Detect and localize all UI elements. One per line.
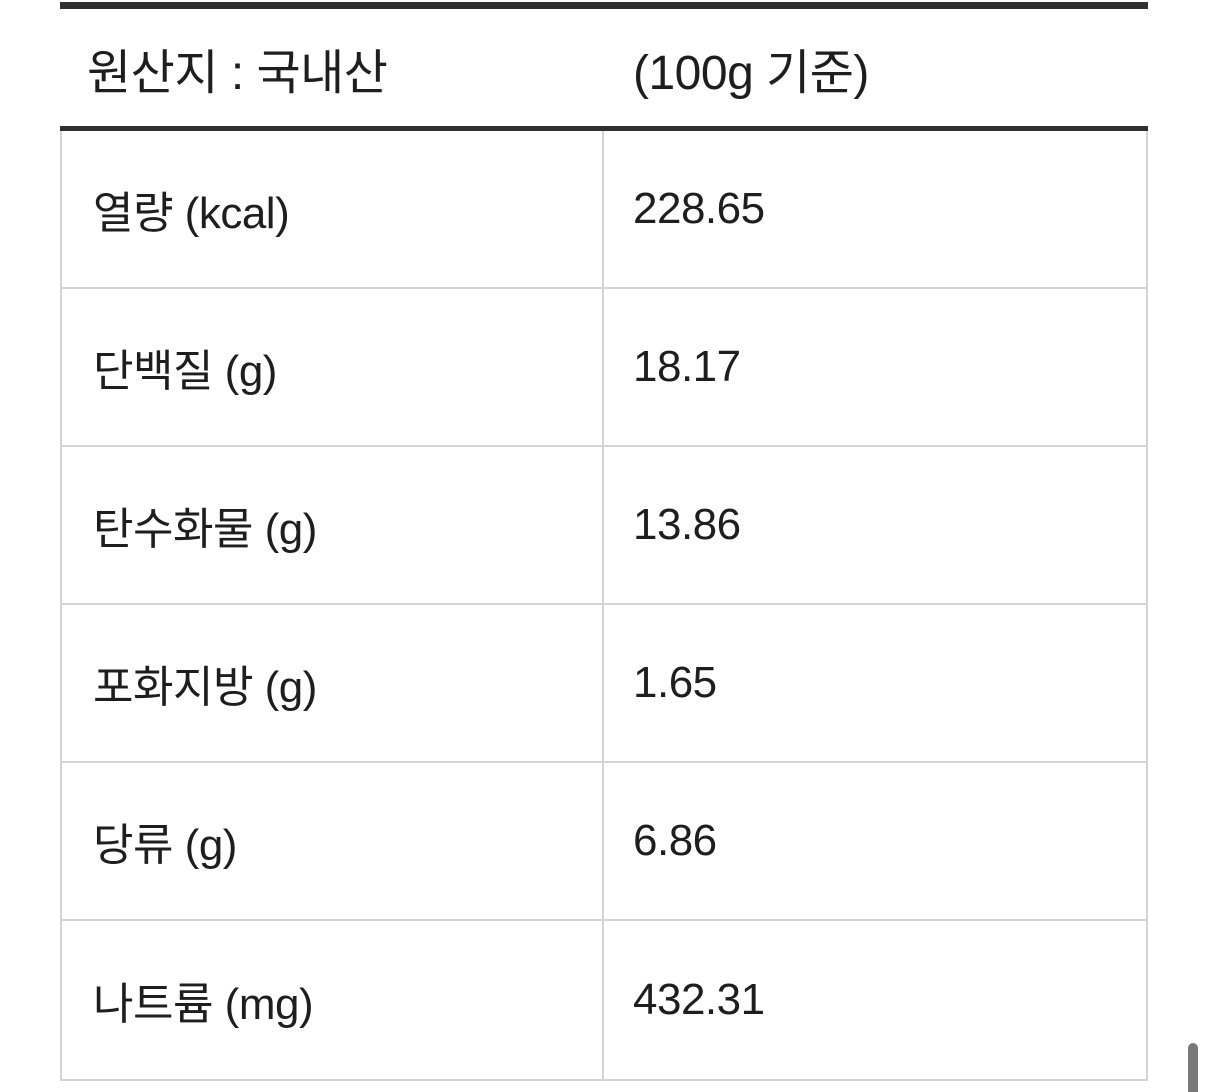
nutrient-label-cell: 포화지방 (g) <box>62 605 604 761</box>
nutrition-table: 열량 (kcal) 228.65 단백질 (g) 18.17 탄수화물 (g) … <box>60 131 1148 1081</box>
top-divider-bar <box>60 2 1148 9</box>
nutrient-value-cell: 6.86 <box>633 816 717 865</box>
table-row-calories: 열량 (kcal) 228.65 <box>62 131 1146 289</box>
origin-label: 원산지 : 국내산 <box>87 46 388 100</box>
table-row-carbohydrate: 탄수화물 (g) 13.86 <box>62 447 1146 605</box>
nutrient-label-cell: 탄수화물 (g) <box>62 447 604 603</box>
nutrient-value-cell: 432.31 <box>633 975 765 1024</box>
serving-basis-label: (100g 기준) <box>633 46 869 100</box>
nutrient-label-cell: 단백질 (g) <box>62 289 604 445</box>
nutrition-panel: 원산지 : 국내산 (100g 기준) 열량 (kcal) 228.65 단백질… <box>60 0 1148 1081</box>
nutrient-value-cell: 228.65 <box>633 184 765 233</box>
nutrient-label-cell: 열량 (kcal) <box>62 131 604 287</box>
nutrient-value-cell: 1.65 <box>633 658 717 707</box>
nutrient-label-cell: 나트륨 (mg) <box>62 921 604 1079</box>
nutrient-label-cell: 당류 (g) <box>62 763 604 919</box>
vertical-scrollbar-thumb[interactable] <box>1188 1043 1198 1092</box>
nutrient-value-cell: 18.17 <box>633 342 741 391</box>
origin-header-row: 원산지 : 국내산 (100g 기준) <box>60 9 1148 126</box>
nutrient-value-cell: 13.86 <box>633 500 741 549</box>
table-row-protein: 단백질 (g) 18.17 <box>62 289 1146 447</box>
table-row-saturated-fat: 포화지방 (g) 1.65 <box>62 605 1146 763</box>
table-row-sugars: 당류 (g) 6.86 <box>62 763 1146 921</box>
table-row-sodium: 나트륨 (mg) 432.31 <box>62 921 1146 1079</box>
header-divider-bar <box>60 126 1148 131</box>
